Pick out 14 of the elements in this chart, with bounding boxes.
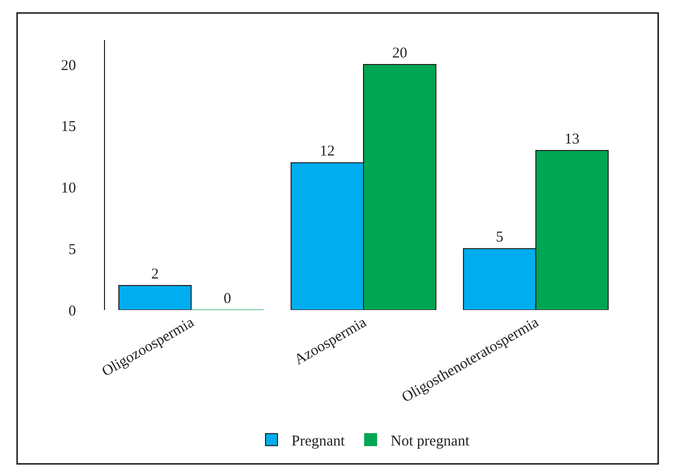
data-label: 2 (151, 266, 159, 282)
data-label: 5 (496, 230, 504, 246)
legend-label: Pregnant (292, 434, 346, 450)
data-label: 12 (320, 144, 335, 160)
y-tick-label: 15 (61, 119, 76, 136)
data-label: 0 (224, 291, 232, 307)
y-tick-label: 10 (61, 180, 76, 197)
y-tick-label: 20 (61, 58, 76, 74)
legend-label: Not pregnant (390, 434, 470, 450)
y-tick-label: 0 (68, 303, 76, 320)
y-tick-label: 5 (68, 242, 76, 258)
bar (118, 284, 192, 310)
data-label: 13 (564, 131, 580, 148)
data-label: 20 (392, 46, 408, 62)
